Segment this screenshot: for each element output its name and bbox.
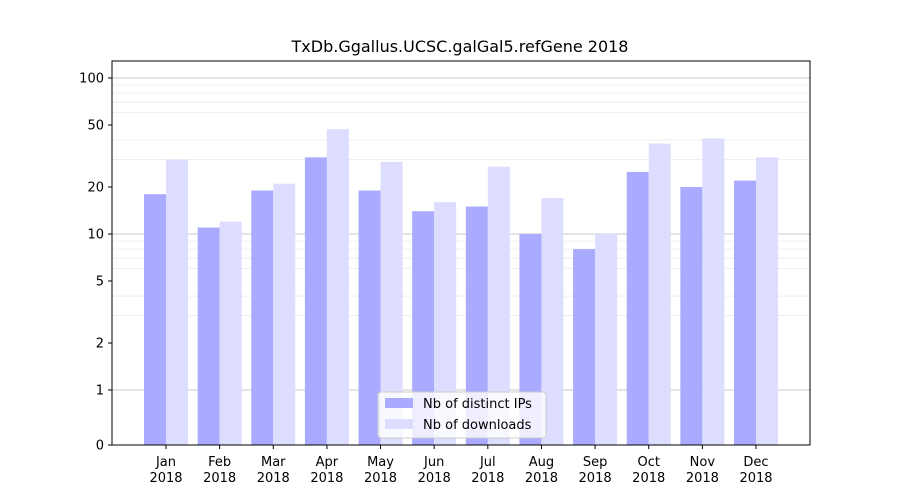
bar-downloads <box>166 159 188 445</box>
bar-distinct-ips <box>680 187 703 446</box>
y-tick-label: 50 <box>87 118 104 133</box>
bar-downloads <box>326 129 349 445</box>
legend-box <box>377 391 547 439</box>
legend-swatch <box>385 398 413 408</box>
y-tick-label: 20 <box>87 181 104 196</box>
x-tick-label: Apr 2018 <box>310 455 343 486</box>
bar-downloads <box>756 157 778 445</box>
bar-distinct-ips <box>251 190 274 445</box>
x-tick-label: Nov 2018 <box>686 455 719 486</box>
legend-label: Nb of downloads <box>423 418 532 433</box>
y-tick-label: 100 <box>79 72 104 87</box>
bar-downloads <box>487 166 510 445</box>
x-tick-label: Oct 2018 <box>632 455 665 486</box>
x-tick-label: Aug 2018 <box>525 455 558 486</box>
y-axis: 0 1 2 5 10 20 50 100 <box>79 72 112 454</box>
x-tick-label: May 2018 <box>364 455 397 486</box>
bar-downloads <box>380 161 403 445</box>
bar-downloads <box>541 198 564 445</box>
bar-distinct-ips <box>197 227 220 445</box>
bar-distinct-ips <box>358 190 381 445</box>
legend: Nb of distinct IPs Nb of downloads <box>377 391 547 439</box>
x-tick-label: Dec 2018 <box>739 455 772 486</box>
x-axis: Jan 2018 Feb 2018 Mar 2018 Apr 2018 May 2018 Jun 20… <box>149 445 773 486</box>
y-tick-label: 5 <box>96 274 104 289</box>
bar-distinct-ips <box>412 211 435 445</box>
x-tick-label: Jun 2018 <box>418 455 451 486</box>
bar-distinct-ips <box>626 171 649 445</box>
bar-downloads <box>219 221 242 445</box>
x-tick-label: Jul 2018 <box>471 455 504 486</box>
bar-distinct-ips <box>573 249 596 445</box>
plot-frame <box>111 60 811 446</box>
y-tick-label: 0 <box>96 439 104 454</box>
bar-distinct-ips <box>304 157 327 445</box>
bar-downloads <box>434 202 457 445</box>
y-tick-label: 1 <box>96 384 104 399</box>
chart-title: TxDb.Ggallus.UCSC.galGal5.refGene 2018 <box>291 37 629 56</box>
x-tick-label: Mar 2018 <box>257 455 290 486</box>
bar-downloads <box>273 183 296 445</box>
y-tick-label: 2 <box>96 337 104 352</box>
legend-label: Nb of distinct IPs <box>423 397 532 412</box>
bar-distinct-ips <box>734 180 756 445</box>
x-tick-label: Jan 2018 <box>149 455 182 486</box>
x-tick-label: Sep 2018 <box>579 455 612 486</box>
bar-downloads <box>702 138 725 446</box>
bars <box>144 129 778 446</box>
bar-downloads <box>595 234 618 445</box>
bar-downloads <box>648 143 671 445</box>
bar-distinct-ips <box>465 206 488 445</box>
bar-distinct-ips <box>144 194 166 445</box>
x-tick-label: Feb 2018 <box>203 455 236 486</box>
y-tick-label: 10 <box>87 228 104 243</box>
legend-swatch <box>385 419 413 429</box>
